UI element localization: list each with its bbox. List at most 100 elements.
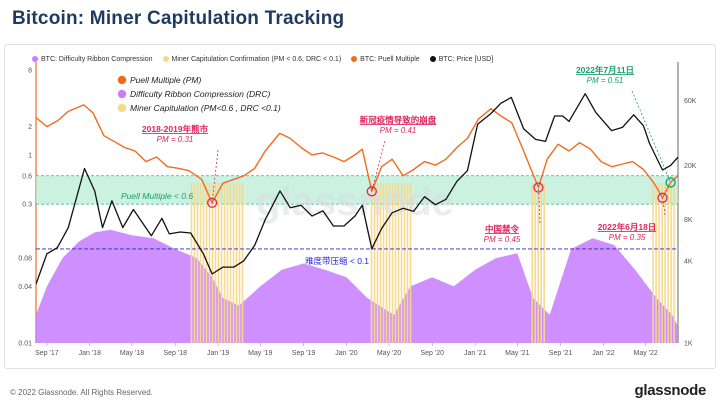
event-subtitle: PM = 0.35: [609, 233, 646, 242]
capitulation-bar: [382, 183, 385, 343]
chart-legend: BTC: Difficulty Ribbon Compression Miner…: [32, 52, 493, 66]
event-title: 2018-2019年熊市: [142, 124, 209, 134]
drc-threshold-label: 难度带压缩 < 0.1: [305, 256, 369, 266]
capitulation-bar: [661, 183, 663, 343]
y-left-tick-label: 0.6: [22, 173, 32, 180]
puell-band: [36, 175, 678, 205]
x-tick-label: May '22: [634, 350, 658, 357]
x-tick-label: Sep '18: [163, 350, 187, 357]
capitulation-bar: [397, 183, 400, 343]
y-left-tick-label: 2: [28, 124, 32, 131]
capitulation-bar: [664, 183, 666, 343]
legend-item-drc[interactable]: BTC: Difficulty Ribbon Compression: [32, 52, 153, 66]
y-right-tick-label: 20K: [684, 163, 697, 170]
event-subtitle: PM = 0.31: [157, 135, 194, 144]
capitulation-bar: [400, 183, 403, 343]
event-marker: [657, 192, 668, 203]
watermark: glassnode: [256, 180, 454, 224]
page-title: Bitcoin: Miner Capitulation Tracking: [12, 8, 345, 29]
y-right-tick-label: 8K: [684, 217, 693, 224]
y-right-tick-label: 4K: [684, 258, 693, 265]
capitulation-bar: [391, 183, 394, 343]
capitulation-bar: [409, 183, 412, 343]
event-leader: [211, 149, 219, 203]
capitulation-bar: [531, 183, 533, 343]
note-label: Miner Capitulation (PM<0.6 , DRC <0.1): [130, 103, 281, 113]
event-leader: [631, 90, 671, 183]
legend-label-capitulation: Miner Capitulation Confirmation (PM < 0.…: [171, 55, 342, 63]
capitulation-bar: [241, 183, 244, 343]
legend-label-price: BTC: Price [USD]: [438, 55, 494, 63]
capitulation-bar: [655, 183, 657, 343]
series-puell-line: [36, 104, 678, 204]
capitulation-bar: [670, 183, 672, 343]
glassnode-logo: glassnode: [634, 382, 707, 399]
y-left-tick-label: 0.08: [18, 256, 32, 263]
x-tick-label: Sep '21: [549, 350, 573, 357]
legend-dot-price: [429, 56, 436, 62]
capitulation-bar: [220, 183, 223, 343]
capitulation-bar: [373, 183, 376, 343]
capitulation-bar: [217, 183, 220, 343]
event-marker: [366, 186, 377, 197]
legend-item-puell[interactable]: BTC: Puell Multiple: [351, 52, 420, 66]
capitulation-bar: [205, 183, 208, 343]
capitulation-bar: [235, 183, 238, 343]
legend-dot-puell: [351, 56, 358, 62]
event-marker: [533, 182, 544, 193]
capitulation-bar: [394, 183, 397, 343]
capitulation-bar: [540, 183, 542, 343]
x-tick-label: Jan '21: [464, 350, 486, 357]
capitulation-bar: [226, 183, 229, 343]
capitulation-bar: [193, 183, 196, 343]
y-right-tick-label: 60K: [684, 98, 697, 105]
capitulation-bar: [403, 183, 406, 343]
capitulation-bar: [537, 183, 539, 343]
x-tick-label: Sep '19: [292, 350, 316, 357]
y-left-tick-label: 0.3: [22, 202, 32, 209]
capitulation-bar: [658, 183, 660, 343]
capitulation-bar: [190, 183, 193, 343]
capitulation-bar: [199, 183, 202, 343]
legend-item-price[interactable]: BTC: Price [USD]: [429, 52, 494, 66]
note-label: Puell Multiple (PM): [130, 75, 201, 85]
event-marker: [206, 197, 218, 208]
capitulation-bar: [376, 183, 379, 343]
capitulation-bar: [673, 183, 675, 343]
event-leader: [371, 140, 386, 192]
x-tick-label: Jan '20: [335, 350, 357, 357]
x-tick-label: Sep '20: [420, 350, 444, 357]
capitulation-bar: [406, 183, 409, 343]
event-subtitle: PM = 0.41: [380, 126, 417, 135]
y-right-tick-label: 1K: [684, 341, 693, 348]
capitulation-bar: [229, 183, 232, 343]
event-leader: [538, 187, 541, 224]
event-leader: [662, 197, 666, 216]
capitulation-bar: [196, 183, 199, 343]
event-title: 2022年7月11日: [576, 65, 634, 75]
capitulation-bar: [370, 183, 373, 343]
event-marker: [665, 177, 676, 188]
y-left-tick-label: 0.04: [18, 284, 32, 291]
capitulation-bar: [214, 183, 217, 343]
capitulation-bar: [543, 183, 545, 343]
x-tick-label: May '18: [120, 350, 144, 357]
x-tick-label: Jan '19: [207, 350, 229, 357]
capitulation-bar: [223, 183, 226, 343]
capitulation-bar: [534, 183, 536, 343]
y-left-tick-label: 0.01: [18, 341, 32, 348]
x-tick-label: May '19: [248, 350, 272, 357]
puell-band-label: Puell Multiple < 0.6: [121, 191, 193, 201]
event-title: 2022年6月18日: [598, 222, 657, 232]
legend-item-capitulation[interactable]: Miner Capitulation Confirmation (PM < 0.…: [162, 52, 342, 66]
series-price-line: [36, 93, 678, 285]
legend-label-puell: BTC: Puell Multiple: [360, 55, 420, 63]
note-dot: [117, 75, 127, 85]
event-title: 中国禁令: [485, 224, 520, 234]
note-dot: [117, 103, 127, 113]
x-tick-label: May '20: [377, 350, 401, 357]
event-subtitle: PM = 0.45: [484, 235, 521, 244]
capitulation-bar: [202, 183, 205, 343]
legend-dot-capitulation: [162, 56, 169, 62]
